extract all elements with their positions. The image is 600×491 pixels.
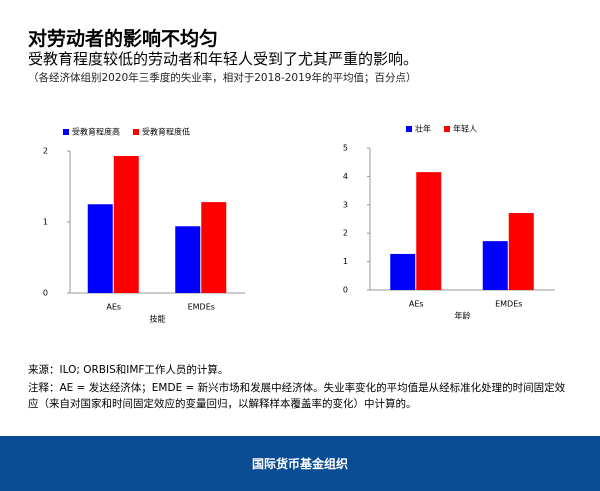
legend-swatch — [63, 129, 69, 135]
bar — [390, 253, 416, 290]
legend-swatch — [133, 129, 139, 135]
bar — [113, 155, 139, 293]
legend-label: 壮年 — [415, 124, 431, 134]
note: （各经济体组别2020年三季度的失业率，相对于2018-2019年的平均值；百分… — [28, 72, 417, 84]
y-tick-label: 0 — [43, 289, 48, 298]
org: 国际货币基金组织 — [251, 457, 348, 471]
x-tick-label: AEs — [106, 303, 121, 312]
y-tick-label: 2 — [343, 229, 348, 238]
y-tick-label: 4 — [343, 172, 348, 181]
source: 来源：ILO; ORBIS和IMF工作人员的计算。 — [28, 364, 229, 376]
y-tick-label: 1 — [43, 218, 48, 227]
x-axis-label: 年龄 — [455, 311, 471, 321]
bar — [201, 202, 227, 293]
y-tick-label: 2 — [43, 147, 48, 156]
y-tick-label: 5 — [343, 144, 348, 153]
legend-label: 年轻人 — [453, 124, 477, 134]
legend-label: 受教育程度高 — [72, 127, 120, 137]
y-tick-label: 3 — [343, 200, 348, 209]
footnote: 注释：AE = 发达经济体；EMDE = 新兴市场和发展中经济体。失业率变化的平… — [28, 382, 566, 410]
footer-bar: 国际货币基金组织 — [0, 436, 600, 491]
x-tick-label: EMDEs — [495, 300, 522, 309]
charts: 0 1 2 AEs EMDEs 技能 受教育程度高 受教育程度低 0 1 2 3 4 5 AEs EMDEs 年… — [43, 124, 555, 324]
legend-swatch — [406, 126, 412, 132]
x-tick-label: AEs — [409, 300, 424, 309]
bar — [416, 172, 442, 290]
bar — [175, 226, 201, 293]
subtitle: 受教育程度较低的劳动者和年轻人受到了尤其严重的影响。 — [28, 50, 419, 68]
bar — [87, 204, 113, 293]
bar — [508, 213, 534, 290]
bar — [482, 241, 508, 290]
x-tick-label: EMDEs — [188, 303, 215, 312]
y-tick-label: 1 — [343, 257, 348, 266]
legend-label: 受教育程度低 — [142, 127, 190, 137]
legend-swatch — [444, 126, 450, 132]
x-axis-label: 技能 — [150, 314, 166, 324]
title: 对劳动者的影响不均匀 — [28, 28, 219, 50]
y-tick-label: 0 — [343, 286, 348, 295]
